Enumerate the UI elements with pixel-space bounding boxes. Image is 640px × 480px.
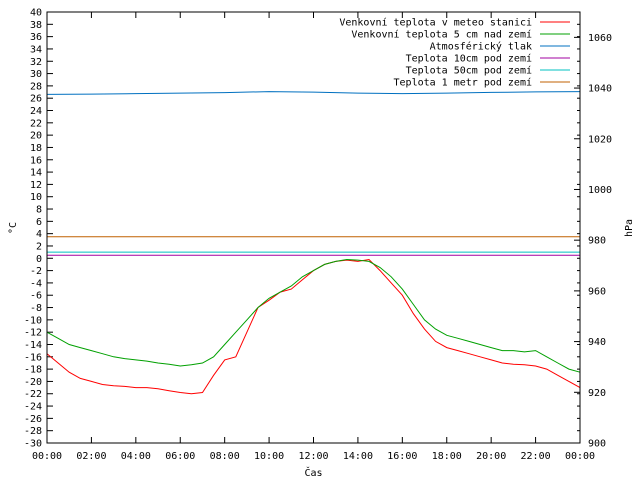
x-tick-label: 18:00 [432, 451, 462, 462]
y-right-tick-label: 980 [588, 236, 606, 247]
legend-label-2: Venkovní teplota 5 cm nad zemí [351, 29, 532, 41]
y-left-tick-label: -26 [24, 414, 42, 425]
legend-label-4: Teplota 10cm pod zemí [406, 53, 532, 65]
y-left-tick-label: 28 [30, 81, 42, 92]
y-left-tick-label: 4 [36, 229, 42, 240]
x-tick-label: 00:00 [565, 451, 595, 462]
x-tick-label: 04:00 [121, 451, 151, 462]
y-axis-label-left: °C [8, 222, 19, 234]
y-left-tick-label: -10 [24, 315, 42, 326]
y-left-tick-label: -30 [24, 439, 42, 450]
y-left-tick-label: -22 [24, 389, 42, 400]
x-tick-label: 12:00 [298, 451, 328, 462]
y-left-tick-label: 40 [30, 8, 42, 19]
legend: Venkovní teplota v meteo staniciVenkovní… [339, 17, 570, 89]
y-left-tick-label: -20 [24, 377, 42, 388]
y-right-tick-label: 1020 [588, 134, 612, 145]
series-line-2 [46, 258, 581, 373]
y-left-tick-label: 16 [30, 155, 42, 166]
y-left-tick-label: 20 [30, 131, 42, 142]
x-axis-label: Čas [304, 466, 322, 479]
x-tick-label: 22:00 [521, 451, 551, 462]
x-tick-label: 16:00 [387, 451, 417, 462]
x-tick-label: 08:00 [210, 451, 240, 462]
y-right-tick-label: 1000 [588, 185, 612, 196]
y-left-tick-label: 0 [36, 254, 42, 265]
y-left-tick-label: -6 [30, 291, 42, 302]
y-axis-label-right: hPa [624, 219, 635, 237]
x-tick-label: 00:00 [32, 451, 62, 462]
y-left-tick-label: -24 [24, 402, 42, 413]
y-right-tick-label: 1060 [588, 33, 612, 44]
y-left-tick-label: 22 [30, 118, 42, 129]
y-left-tick-label: -16 [24, 352, 42, 363]
y-left-tick-label: 24 [30, 106, 42, 117]
y-left-tick-label: -2 [30, 266, 42, 277]
y-left-tick-label: 30 [30, 69, 42, 80]
legend-label-1: Venkovní teplota v meteo stanici [339, 17, 532, 29]
y-left-tick-label: -14 [24, 340, 42, 351]
y-left-tick-label: 38 [30, 20, 42, 31]
y-right-tick-label: 960 [588, 286, 606, 297]
plot-frame [46, 11, 581, 444]
series-group [46, 91, 581, 395]
y-left-tick-label: -4 [30, 278, 42, 289]
y-left-tick-label: 10 [30, 192, 42, 203]
series-line-3 [46, 91, 581, 95]
x-tick-label: 02:00 [76, 451, 106, 462]
y-right-tick-label: 940 [588, 337, 606, 348]
y-left-tick-label: 34 [30, 44, 42, 55]
y-left-tick-label: -8 [30, 303, 42, 314]
y-left-tick-label: 36 [30, 32, 42, 43]
y-left-tick-label: -12 [24, 328, 42, 339]
x-tick-label: 06:00 [165, 451, 195, 462]
y-left-tick-label: 18 [30, 143, 42, 154]
y-right-tick-label: 1040 [588, 84, 612, 95]
y-right-tick-label: 920 [588, 388, 606, 399]
legend-label-3: Atmosférický tlak [430, 41, 532, 53]
y-left-tick-label: 12 [30, 180, 42, 191]
legend-label-5: Teplota 50cm pod zemí [406, 65, 532, 77]
ticks-group: -30-28-26-24-22-20-18-16-14-12-10-8-6-4-… [24, 8, 612, 463]
x-tick-label: 10:00 [254, 451, 284, 462]
y-left-tick-label: 8 [36, 205, 42, 216]
y-left-tick-label: 2 [36, 241, 42, 252]
legend-label-6: Teplota 1 metr pod zemí [394, 77, 532, 89]
x-tick-label: 20:00 [476, 451, 506, 462]
x-tick-label: 14:00 [343, 451, 373, 462]
y-left-tick-label: 14 [30, 168, 42, 179]
y-right-tick-label: 900 [588, 439, 606, 450]
y-left-tick-label: -28 [24, 426, 42, 437]
y-left-tick-label: 6 [36, 217, 42, 228]
y-left-tick-label: -18 [24, 365, 42, 376]
y-left-tick-label: 26 [30, 94, 42, 105]
y-left-tick-label: 32 [30, 57, 42, 68]
